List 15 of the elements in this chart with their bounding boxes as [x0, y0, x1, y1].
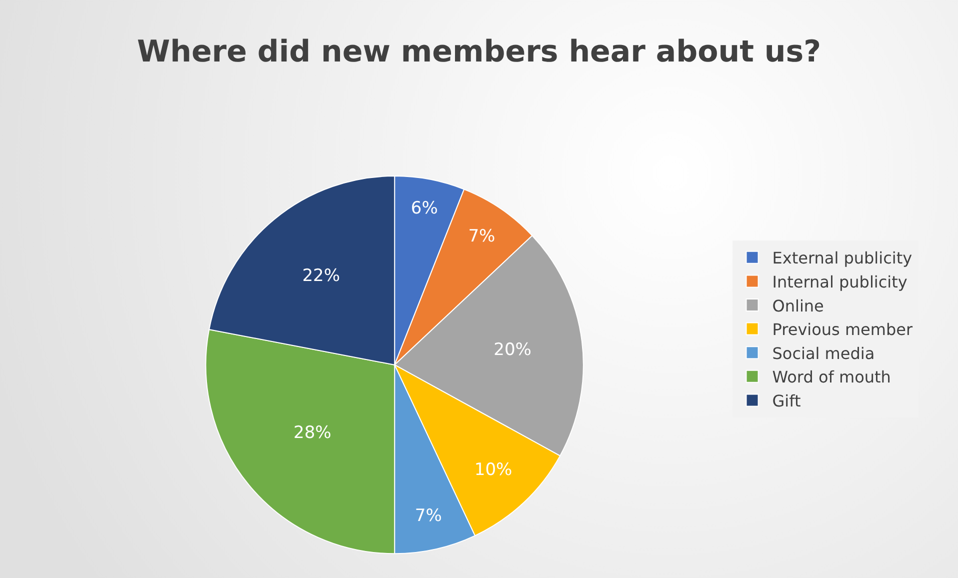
data-label: 7% [414, 506, 442, 526]
legend-label: Word of mouth [772, 368, 891, 387]
legend-label: Social media [772, 344, 875, 363]
data-label: 6% [410, 198, 438, 219]
data-label: 7% [468, 226, 496, 247]
data-label: 10% [474, 460, 512, 480]
data-label: 20% [494, 340, 532, 360]
legend-label: Internal publicity [772, 272, 908, 292]
legend-label: External publicity [772, 248, 912, 268]
legend-label: Previous member [772, 320, 913, 340]
data-label: 22% [302, 266, 340, 286]
legend-label: Gift [772, 391, 801, 410]
chart-title: Where did new members hear about us? [137, 34, 821, 70]
legend-label: Online [772, 296, 824, 316]
data-label: 28% [294, 422, 332, 443]
